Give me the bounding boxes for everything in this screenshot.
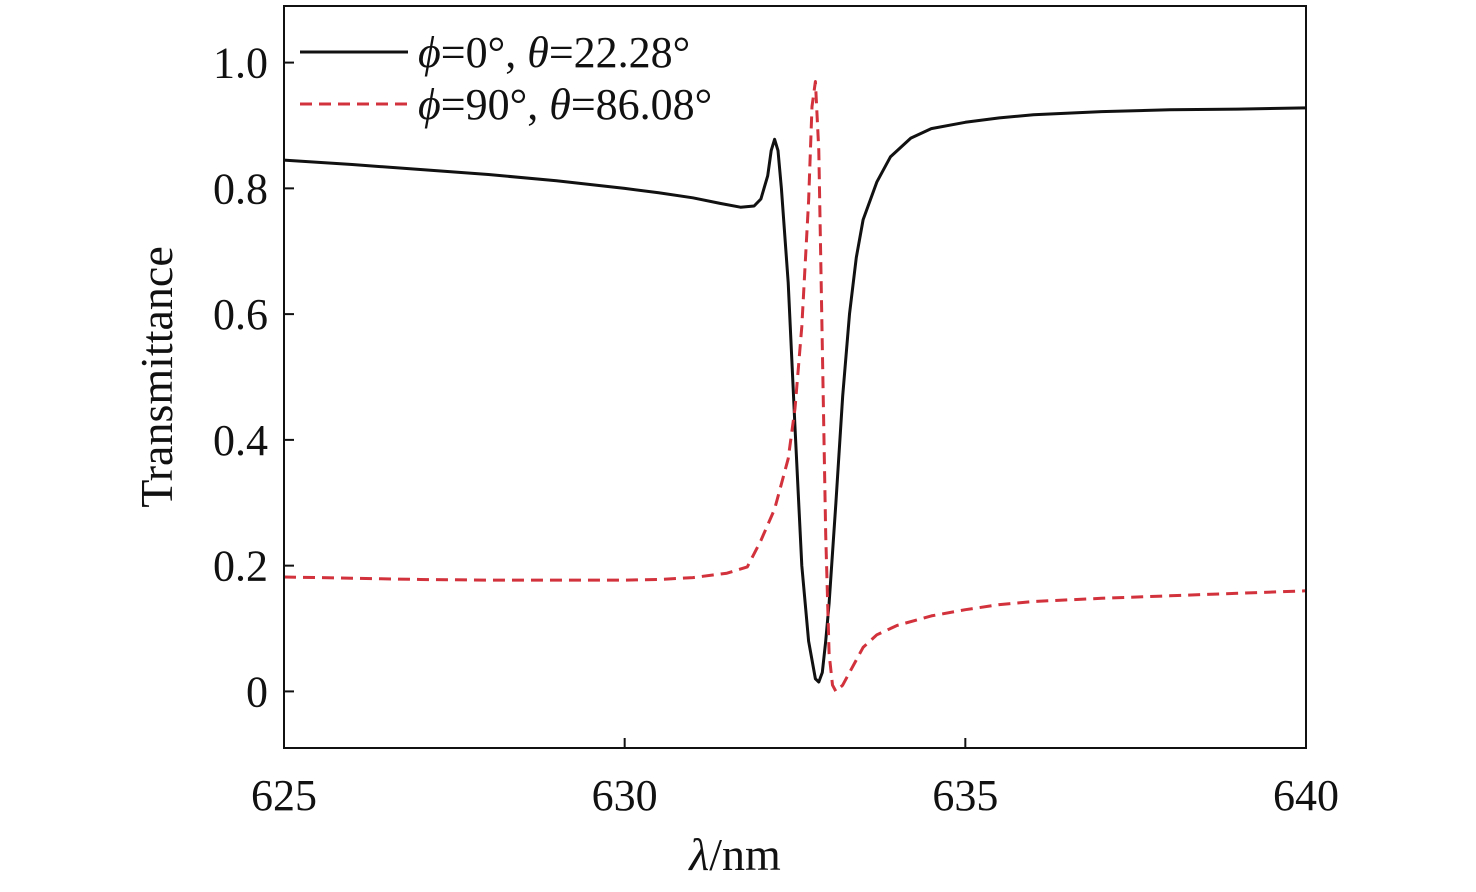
y-tick-label: 0.8 xyxy=(213,164,268,213)
y-tick-label: 0.2 xyxy=(213,542,268,591)
y-tick-label: 1.0 xyxy=(213,39,268,88)
y-tick-label: 0.6 xyxy=(213,290,268,339)
x-tick-label: 625 xyxy=(251,771,317,820)
series-line-2 xyxy=(283,80,1307,693)
x-tick-label: 640 xyxy=(1273,771,1339,820)
series-lines xyxy=(283,80,1307,693)
x-axis-symbol: λ xyxy=(687,829,709,880)
x-tick-label: 635 xyxy=(932,771,998,820)
axis-ticks xyxy=(283,61,1307,748)
plot-frame xyxy=(283,5,1307,749)
x-tick-label: 630 xyxy=(592,771,658,820)
y-tick-label: 0 xyxy=(246,667,268,716)
x-axis-title: λ/nm xyxy=(687,829,781,880)
x-axis-unit: /nm xyxy=(709,829,781,880)
axis-tick-labels: 625 630 635 640 0 0.2 0.4 0.6 0.8 1.0 xyxy=(213,39,1339,820)
legend-label-series-1: ϕ=0°, θ=22.28° xyxy=(418,28,690,77)
y-axis-title: Transmittance xyxy=(131,246,182,508)
y-tick-label: 0.4 xyxy=(213,416,268,465)
legend-label-series-2: ϕ=90°, θ=86.08° xyxy=(418,80,712,129)
series-line-1 xyxy=(283,106,1307,684)
legend: ϕ=0°, θ=22.28° ϕ=90°, θ=86.08° xyxy=(300,28,712,129)
